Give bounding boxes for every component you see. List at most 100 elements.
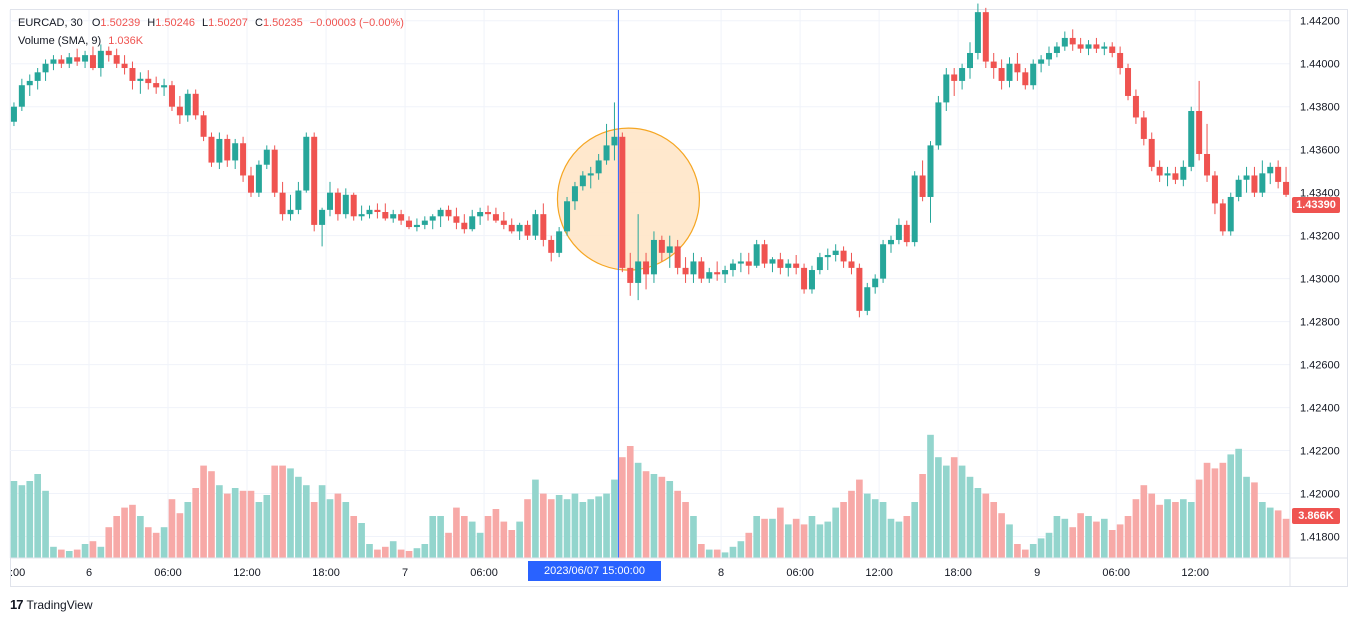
candle-body [635, 261, 642, 283]
candle-body [168, 85, 175, 107]
volume-bar [461, 516, 468, 558]
volume-series [10, 434, 1290, 558]
candle-body [1148, 138, 1155, 167]
volume-bar [1014, 544, 1021, 558]
volume-bar [745, 532, 753, 558]
volume-bar [10, 481, 18, 558]
candle-body [105, 50, 112, 56]
volume-bar [413, 548, 421, 558]
volume-bar [871, 499, 879, 558]
volume-bar [350, 516, 358, 558]
volume-bar [603, 493, 610, 558]
candle-body [390, 214, 397, 219]
candle-body [658, 239, 665, 253]
volume-bar [1061, 518, 1069, 558]
volume-bar [302, 485, 310, 558]
volume-bar [698, 544, 705, 558]
volume-bar [532, 479, 539, 558]
candle-body [903, 224, 910, 243]
volume-bar [334, 493, 342, 558]
tradingview-brand[interactable]: 17 TradingView [10, 597, 93, 612]
volume-bar [1219, 462, 1227, 558]
volume-bar [1053, 516, 1061, 558]
close-label: C [254, 17, 263, 29]
candle-body [295, 190, 302, 210]
open-label: O [91, 17, 101, 29]
candle-body [911, 175, 918, 243]
volume-bar [666, 481, 674, 558]
volume-bar [595, 496, 602, 558]
candle-body [137, 78, 144, 81]
low-label: L [202, 17, 209, 29]
volume-bar [911, 502, 919, 558]
candle-body [18, 85, 25, 107]
volume-bar [1203, 462, 1211, 558]
grid [9, 10, 1290, 558]
volume-bar [1108, 530, 1116, 558]
volume-bar [1227, 454, 1235, 558]
volume-bar [1187, 502, 1195, 558]
volume-bar [318, 485, 326, 558]
volume-bar [279, 465, 286, 558]
time-tick-label: 8 [718, 567, 724, 579]
candle-body [1069, 37, 1076, 45]
candle-body [208, 136, 215, 163]
candle-body [564, 201, 571, 232]
volume-bar [927, 434, 934, 558]
volume-bar [437, 516, 444, 558]
candle-body [1219, 203, 1226, 232]
time-tick-label: 06:00 [154, 567, 182, 579]
candle-body [26, 80, 33, 86]
volume-bar [713, 549, 721, 558]
volume-bar [18, 485, 26, 558]
volume-bar [555, 495, 563, 558]
volume-bar [263, 495, 271, 558]
volume-bar [626, 446, 634, 558]
candle-body [603, 145, 610, 161]
volume-bar [690, 516, 697, 558]
candle-body [10, 106, 17, 122]
volume-bar [476, 532, 484, 558]
candle-body [595, 160, 602, 174]
volume-bar [863, 493, 871, 558]
volume-bar [137, 516, 144, 558]
candle-body [1117, 52, 1124, 69]
candle-body [927, 145, 934, 197]
volume-bar [824, 521, 832, 558]
candle-body [1211, 175, 1218, 204]
candle-body [801, 267, 808, 290]
candle-body [706, 272, 713, 279]
volume-bar [1037, 538, 1045, 558]
candle-body [461, 222, 468, 230]
candle-body [255, 164, 262, 193]
candle-body [619, 136, 626, 268]
volume-bar [1124, 516, 1132, 558]
candle-body [714, 272, 721, 275]
volume-bar [1266, 507, 1274, 558]
volume-bar [366, 544, 373, 558]
volume-bar [705, 549, 713, 558]
volume-bar [1140, 485, 1148, 558]
candle-body [358, 214, 365, 217]
volume-bar [1235, 448, 1242, 558]
candle-body [58, 59, 65, 64]
volume-bar [208, 471, 215, 558]
volume-bar [184, 502, 192, 558]
volume-bar [58, 549, 65, 558]
volume-bar [468, 521, 476, 558]
volume-bar [887, 518, 895, 558]
volume-bar [405, 551, 413, 558]
volume-legend: Volume (SMA, 9) 1.036K [18, 34, 143, 48]
candle-body [722, 270, 729, 275]
volume-bar [942, 465, 950, 558]
candle-body [1006, 63, 1013, 81]
volume-bar [1021, 549, 1029, 558]
candle-body [650, 239, 657, 275]
candle-body [690, 261, 697, 275]
volume-bar [1093, 521, 1100, 558]
time-tick-label: 12:00 [233, 567, 261, 579]
volume-bar [445, 532, 452, 558]
candle-body [374, 209, 381, 213]
candle-body [1132, 95, 1139, 118]
